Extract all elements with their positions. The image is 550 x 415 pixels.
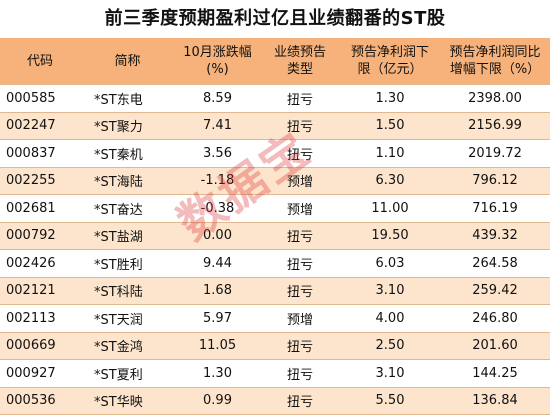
table-row: 000536 *ST华映 0.99 扭亏 5.50 136.84 bbox=[0, 387, 550, 415]
cell-name: *ST聚力 bbox=[80, 112, 175, 140]
page-title: 前三季度预期盈利过亿且业绩翻番的ST股 bbox=[104, 8, 446, 29]
cell-forecast-type: 预增 bbox=[260, 167, 340, 195]
header-text: 业绩预告 类型 bbox=[273, 45, 326, 77]
cell-code: 002247 bbox=[0, 112, 80, 140]
cell-profit-lower: 3.10 bbox=[340, 277, 440, 305]
cell-profit-lower: 2.50 bbox=[340, 332, 440, 360]
cell-oct-change: -1.18 bbox=[175, 167, 260, 195]
cell-profit-lower: 1.10 bbox=[340, 139, 440, 168]
cell-growth-lower: 2156.99 bbox=[440, 112, 550, 140]
cell-growth-lower: 716.19 bbox=[440, 194, 550, 223]
cell-forecast-type: 扭亏 bbox=[260, 332, 340, 360]
cell-name: *ST秦机 bbox=[80, 139, 175, 168]
column-header-code: 代码 bbox=[0, 38, 80, 85]
cell-oct-change: -0.38 bbox=[175, 194, 260, 223]
table-row: 002426 *ST胜利 9.44 扭亏 6.03 264.58 bbox=[0, 249, 550, 278]
data-table: 代码 简称 10月涨跌幅 (%) 业绩预告 类型 预告净利润下 限（亿元） 预告… bbox=[0, 38, 550, 415]
cell-code: 000536 bbox=[0, 387, 80, 415]
table-row: 000837 *ST秦机 3.56 扭亏 1.10 2019.72 bbox=[0, 139, 550, 168]
cell-code: 002255 bbox=[0, 167, 80, 195]
cell-profit-lower: 6.03 bbox=[340, 249, 440, 278]
cell-code: 002681 bbox=[0, 194, 80, 223]
cell-profit-lower: 3.10 bbox=[340, 359, 440, 388]
cell-profit-lower: 19.50 bbox=[340, 222, 440, 250]
column-header-profit-lower: 预告净利润下 限（亿元） bbox=[340, 38, 440, 85]
cell-name: *ST科陆 bbox=[80, 277, 175, 305]
table-row: 000669 *ST金鸿 11.05 扭亏 2.50 201.60 bbox=[0, 332, 550, 360]
cell-forecast-type: 预增 bbox=[260, 304, 340, 333]
cell-name: *ST金鸿 bbox=[80, 332, 175, 360]
table-row: 002255 *ST海陆 -1.18 预增 6.30 796.12 bbox=[0, 167, 550, 195]
table-row: 000585 *ST东电 8.59 扭亏 1.30 2398.00 bbox=[0, 84, 550, 113]
cell-profit-lower: 5.50 bbox=[340, 387, 440, 415]
cell-forecast-type: 预增 bbox=[260, 194, 340, 223]
header-text: 10月涨跌幅 (%) bbox=[183, 45, 252, 77]
table-row: 002247 *ST聚力 7.41 扭亏 1.50 2156.99 bbox=[0, 112, 550, 140]
cell-code: 000792 bbox=[0, 222, 80, 250]
cell-forecast-type: 扭亏 bbox=[260, 222, 340, 250]
cell-code: 002113 bbox=[0, 304, 80, 333]
cell-growth-lower: 2019.72 bbox=[440, 139, 550, 168]
cell-code: 000927 bbox=[0, 359, 80, 388]
cell-forecast-type: 扭亏 bbox=[260, 112, 340, 140]
cell-name: *ST天润 bbox=[80, 304, 175, 333]
cell-growth-lower: 2398.00 bbox=[440, 84, 550, 113]
table-row: 002121 *ST科陆 1.68 扭亏 3.10 259.42 bbox=[0, 277, 550, 305]
cell-profit-lower: 11.00 bbox=[340, 194, 440, 223]
cell-oct-change: 5.97 bbox=[175, 304, 260, 333]
cell-oct-change: 7.41 bbox=[175, 112, 260, 140]
cell-name: *ST海陆 bbox=[80, 167, 175, 195]
cell-growth-lower: 246.80 bbox=[440, 304, 550, 333]
cell-profit-lower: 6.30 bbox=[340, 167, 440, 195]
header-text: 预告净利润下 限（亿元） bbox=[350, 45, 429, 77]
column-header-oct-change: 10月涨跌幅 (%) bbox=[175, 38, 260, 85]
cell-oct-change: 1.30 bbox=[175, 359, 260, 388]
cell-profit-lower: 1.30 bbox=[340, 84, 440, 113]
cell-code: 002121 bbox=[0, 277, 80, 305]
cell-code: 000669 bbox=[0, 332, 80, 360]
table-row: 000792 *ST盐湖 0.00 扭亏 19.50 439.32 bbox=[0, 222, 550, 250]
cell-code: 000585 bbox=[0, 84, 80, 113]
cell-growth-lower: 439.32 bbox=[440, 222, 550, 250]
header-text: 预告净利润同比 增幅下限（%） bbox=[449, 45, 541, 77]
cell-forecast-type: 扭亏 bbox=[260, 139, 340, 168]
cell-name: *ST东电 bbox=[80, 84, 175, 113]
cell-growth-lower: 264.58 bbox=[440, 249, 550, 278]
cell-code: 000837 bbox=[0, 139, 80, 168]
cell-profit-lower: 1.50 bbox=[340, 112, 440, 140]
cell-name: *ST夏利 bbox=[80, 359, 175, 388]
column-header-growth-lower: 预告净利润同比 增幅下限（%） bbox=[440, 38, 550, 85]
cell-oct-change: 1.68 bbox=[175, 277, 260, 305]
table-header-row: 代码 简称 10月涨跌幅 (%) 业绩预告 类型 预告净利润下 限（亿元） 预告… bbox=[0, 38, 550, 85]
cell-forecast-type: 扭亏 bbox=[260, 387, 340, 415]
cell-code: 002426 bbox=[0, 249, 80, 278]
column-header-forecast-type: 业绩预告 类型 bbox=[260, 38, 340, 85]
cell-growth-lower: 796.12 bbox=[440, 167, 550, 195]
cell-growth-lower: 144.25 bbox=[440, 359, 550, 388]
cell-oct-change: 8.59 bbox=[175, 84, 260, 113]
table-row: 000927 *ST夏利 1.30 扭亏 3.10 144.25 bbox=[0, 359, 550, 388]
cell-oct-change: 9.44 bbox=[175, 249, 260, 278]
cell-forecast-type: 扭亏 bbox=[260, 277, 340, 305]
cell-oct-change: 3.56 bbox=[175, 139, 260, 168]
table-row: 002113 *ST天润 5.97 预增 4.00 246.80 bbox=[0, 304, 550, 333]
cell-growth-lower: 136.84 bbox=[440, 387, 550, 415]
table-row: 002681 *ST奋达 -0.38 预增 11.00 716.19 bbox=[0, 194, 550, 223]
cell-oct-change: 0.00 bbox=[175, 222, 260, 250]
cell-profit-lower: 4.00 bbox=[340, 304, 440, 333]
cell-name: *ST奋达 bbox=[80, 194, 175, 223]
cell-forecast-type: 扭亏 bbox=[260, 84, 340, 113]
cell-growth-lower: 201.60 bbox=[440, 332, 550, 360]
cell-oct-change: 0.99 bbox=[175, 387, 260, 415]
cell-name: *ST盐湖 bbox=[80, 222, 175, 250]
table-body: 000585 *ST东电 8.59 扭亏 1.30 2398.00 002247 *ST聚力 7… bbox=[0, 84, 550, 415]
cell-forecast-type: 扭亏 bbox=[260, 249, 340, 278]
cell-growth-lower: 259.42 bbox=[440, 277, 550, 305]
cell-oct-change: 11.05 bbox=[175, 332, 260, 360]
column-header-name: 简称 bbox=[80, 38, 175, 85]
cell-forecast-type: 扭亏 bbox=[260, 359, 340, 388]
cell-name: *ST华映 bbox=[80, 387, 175, 415]
cell-name: *ST胜利 bbox=[80, 249, 175, 278]
